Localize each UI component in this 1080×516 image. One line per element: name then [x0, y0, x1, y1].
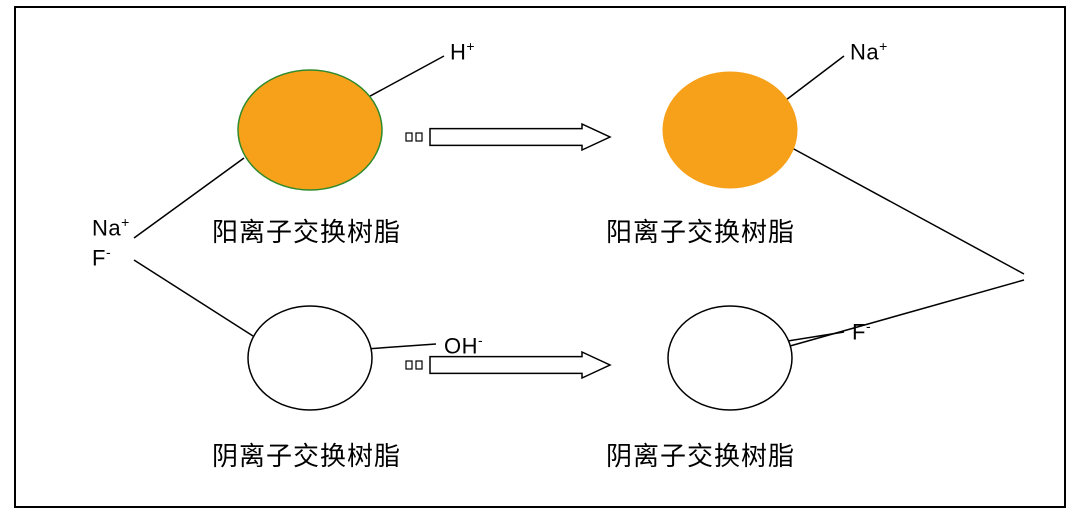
connector-anion_r_to_join: [790, 280, 1024, 346]
anion-right-resin-label: 阴离子交换树脂: [606, 436, 795, 473]
connector-cation_r_to_na: [786, 56, 844, 100]
node-cation_right: [663, 72, 797, 188]
h-plus-label: H+: [450, 38, 475, 65]
node-cation_left: [238, 70, 382, 190]
arrow-top-dash1: [416, 133, 422, 141]
cation-left-resin-label: 阳离子交换树脂: [212, 212, 401, 249]
connector-cation_r_to_join: [792, 148, 1024, 274]
node-anion_right: [668, 306, 792, 410]
diagram-svg: [0, 0, 1080, 516]
f-out-label: F-: [852, 318, 871, 345]
arrow-top: [430, 124, 610, 150]
arrow-bottom-dash2: [406, 361, 412, 369]
input-f-label: F-: [92, 244, 111, 271]
cation-right-resin-label: 阳离子交换树脂: [606, 212, 795, 249]
text: Na: [92, 215, 121, 240]
arrow-bottom-dash1: [416, 361, 422, 369]
input-na-label: Na+: [92, 214, 130, 241]
node-anion_left: [248, 306, 372, 410]
connector-src_to_anion: [134, 260, 253, 336]
anion-left-resin-label: 阴离子交换树脂: [212, 436, 401, 473]
arrow-top-dash2: [406, 133, 412, 141]
na-out-label: Na+: [850, 38, 888, 65]
oh-minus-label: OH-: [444, 332, 483, 359]
